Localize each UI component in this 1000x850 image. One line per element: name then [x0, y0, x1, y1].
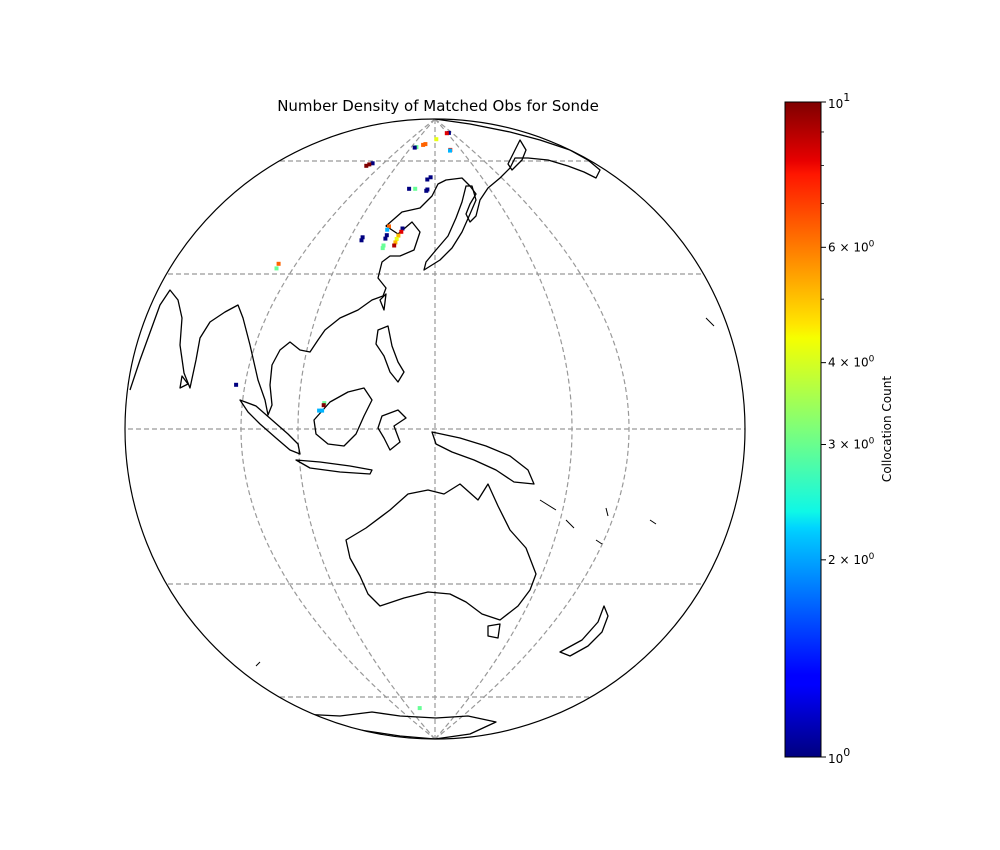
colorbar-tick-label: 101 — [828, 91, 850, 111]
coastline-new-guinea — [431, 431, 535, 485]
coastline-borneo — [313, 387, 373, 447]
coastline-asia — [129, 119, 601, 416]
coastline-japan — [423, 185, 477, 271]
coastline-tasmania — [487, 623, 501, 639]
obs-point — [423, 142, 428, 147]
obs-point — [387, 224, 391, 229]
obs-point — [413, 186, 418, 191]
obs-point — [322, 401, 327, 406]
colorbar-tick-label: 100 — [828, 746, 850, 766]
obs-point — [385, 227, 390, 232]
globe-outline — [124, 118, 746, 740]
obs-point — [370, 161, 375, 166]
obs-point — [396, 233, 401, 238]
obs-point — [320, 408, 325, 413]
obs-point — [359, 238, 364, 243]
colorbar-label: Collocation Count — [880, 376, 894, 482]
obs-point — [360, 235, 365, 240]
obs-point — [380, 246, 385, 251]
obs-point — [446, 130, 451, 135]
obs-point — [317, 408, 322, 413]
gridline-lon-150 — [434, 119, 573, 739]
obs-point — [234, 382, 239, 387]
gridlines — [125, 119, 745, 739]
coastline-kamchatka — [507, 139, 527, 171]
coastline-philippines — [375, 325, 405, 383]
colorbar-ticks: 101 6 × 100 4 × 100 3 × 100 2 × 100 100 — [821, 91, 875, 766]
obs-point — [448, 148, 452, 153]
coastline-sumatra — [239, 399, 301, 455]
observation-points — [234, 130, 453, 711]
obs-point — [321, 403, 326, 408]
obs-point — [412, 145, 417, 150]
coastline-sulawesi — [377, 409, 407, 451]
obs-point — [392, 243, 397, 248]
gridline-lon-180 — [434, 119, 630, 739]
colorbar-tick-label: 2 × 100 — [828, 552, 875, 567]
obs-point — [381, 243, 386, 248]
obs-point — [364, 163, 369, 168]
gridline-lon-60 — [240, 119, 436, 739]
obs-point — [393, 240, 398, 245]
obs-point — [274, 266, 279, 271]
colorbar-gradient — [784, 101, 822, 758]
obs-point — [384, 233, 389, 238]
obs-point — [367, 162, 372, 167]
obs-point — [417, 706, 422, 711]
obs-point — [399, 229, 404, 234]
coastline-australia — [345, 483, 537, 621]
colorbar-tick-label: 6 × 100 — [828, 239, 875, 254]
colorbar: 101 6 × 100 4 × 100 3 × 100 2 × 100 100 Collo… — [784, 91, 894, 766]
gridline-lon-90 — [297, 119, 436, 739]
obs-point — [425, 177, 430, 182]
coastline-taiwan — [379, 293, 387, 311]
coastline-new-zealand — [559, 605, 609, 657]
map-globe — [124, 118, 746, 740]
chart-title: Number Density of Matched Obs for Sonde — [277, 97, 599, 115]
obs-point — [394, 237, 399, 241]
obs-point — [407, 186, 412, 191]
coastline-pacific-islands — [255, 317, 715, 667]
colorbar-tick-label: 3 × 100 — [828, 436, 875, 451]
colorbar-tick-label: 4 × 100 — [828, 355, 875, 370]
obs-point — [424, 188, 429, 193]
obs-point — [434, 137, 439, 142]
obs-point — [383, 236, 388, 241]
obs-point — [428, 175, 433, 180]
coastline-java — [295, 459, 373, 475]
obs-point — [400, 226, 405, 231]
coastline-sri-lanka — [179, 375, 189, 389]
obs-point — [444, 131, 449, 136]
obs-point — [421, 142, 426, 147]
obs-point — [276, 261, 281, 266]
